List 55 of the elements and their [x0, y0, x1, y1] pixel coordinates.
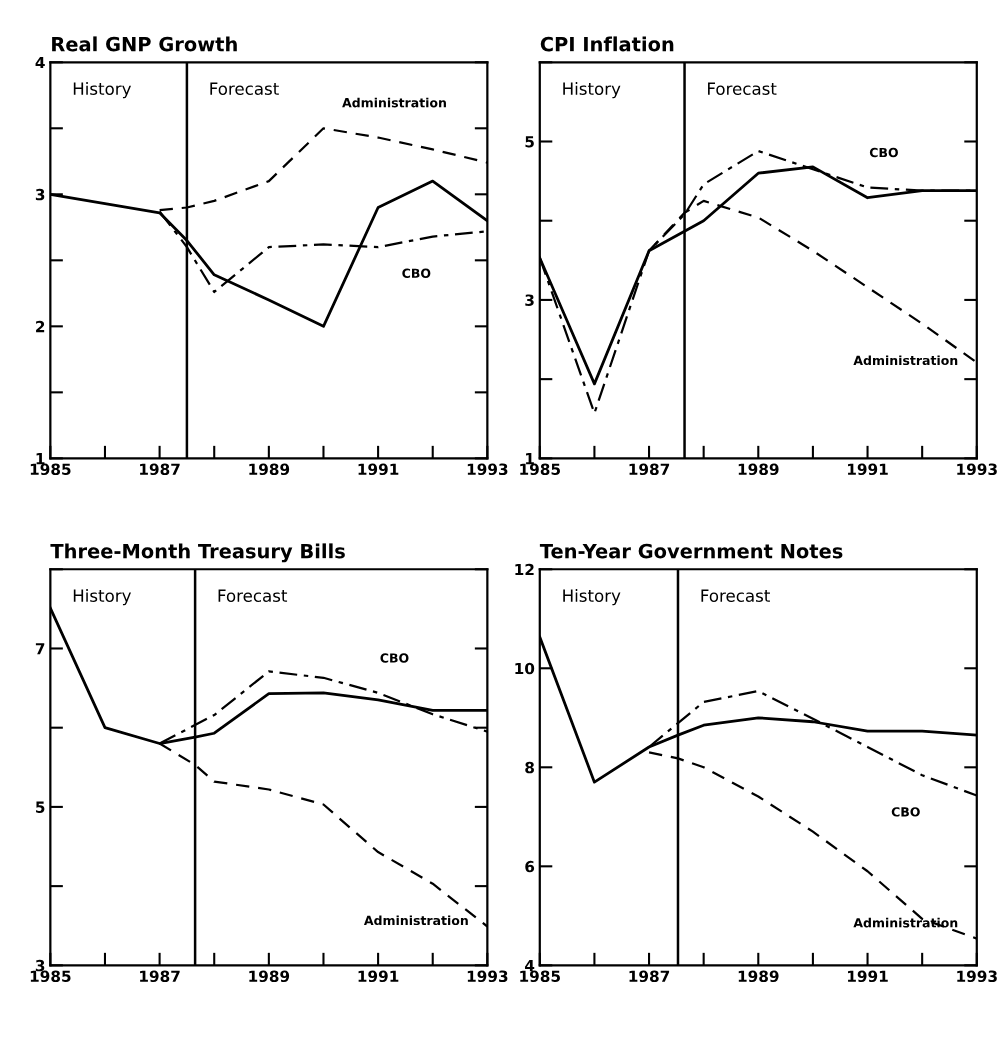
y-tick-label: 2: [36, 320, 45, 333]
x-tick-label: 1989: [249, 463, 290, 476]
text: CBO: [891, 807, 920, 817]
x-tick-label: 1991: [358, 970, 399, 983]
x-tick-label: 1991: [358, 463, 399, 476]
y-tick-label: 4: [524, 960, 535, 972]
annotation: History: [563, 82, 621, 99]
annotation: History: [563, 589, 621, 606]
x-tick-label: 1987: [629, 970, 670, 983]
x-tick-label: 1985: [30, 463, 71, 476]
x-tick-label: 1987: [629, 463, 670, 476]
series-label: Administration: [853, 355, 958, 366]
x-tick-label: 1985: [520, 463, 560, 476]
x-tick-label: 1989: [738, 970, 779, 983]
y-tick-label: 7: [35, 643, 45, 655]
annotation: Forecast: [218, 589, 288, 602]
y-tick-label: 5: [36, 801, 45, 813]
series-label: Administration: [342, 97, 446, 108]
y-tick-label: 10: [515, 662, 535, 675]
annotation: History: [73, 589, 131, 606]
annotation: Forecast: [210, 82, 279, 95]
x-tick-label: 1993: [467, 463, 508, 476]
chart-title: CPI Inflation: [540, 36, 674, 52]
y-tick-label: 1: [526, 453, 534, 465]
x-tick-label: 1991: [848, 970, 888, 983]
annotation: History: [73, 82, 131, 99]
series-label: Administration: [853, 917, 958, 928]
y-tick-label: 6: [525, 860, 535, 873]
x-tick-label: 1987: [140, 463, 180, 476]
y-tick-label: 1: [36, 453, 45, 465]
x-tick-label: 1993: [467, 970, 508, 983]
text: CBO: [869, 147, 898, 158]
x-tick-label: 1985: [30, 970, 71, 983]
text: CBO: [380, 653, 409, 663]
x-tick-label: 1993: [957, 463, 997, 476]
chart-title: Real GNP Growth: [52, 36, 237, 52]
text: CBO: [402, 268, 431, 278]
y-tick-label: 5: [525, 136, 534, 148]
y-tick-label: 8: [525, 761, 534, 774]
y-tick-label: 3: [35, 959, 45, 972]
annotation: Forecast: [701, 589, 770, 602]
x-tick-label: 1985: [520, 970, 560, 983]
chart-title: Ten-Year Government Notes: [539, 543, 843, 559]
annotation: Forecast: [708, 82, 777, 95]
y-tick-label: 12: [515, 563, 534, 576]
chart-title: Three-Month Treasury Bills: [50, 543, 345, 563]
y-tick-label: 3: [35, 188, 45, 201]
y-tick-label: 4: [35, 56, 45, 69]
x-tick-label: 1993: [957, 970, 997, 983]
x-tick-label: 1989: [738, 463, 779, 476]
x-tick-label: 1989: [249, 970, 290, 983]
x-tick-label: 1991: [848, 463, 888, 476]
series-label: Administration: [363, 915, 468, 926]
x-tick-label: 1987: [140, 970, 180, 983]
y-tick-label: 3: [525, 294, 534, 306]
